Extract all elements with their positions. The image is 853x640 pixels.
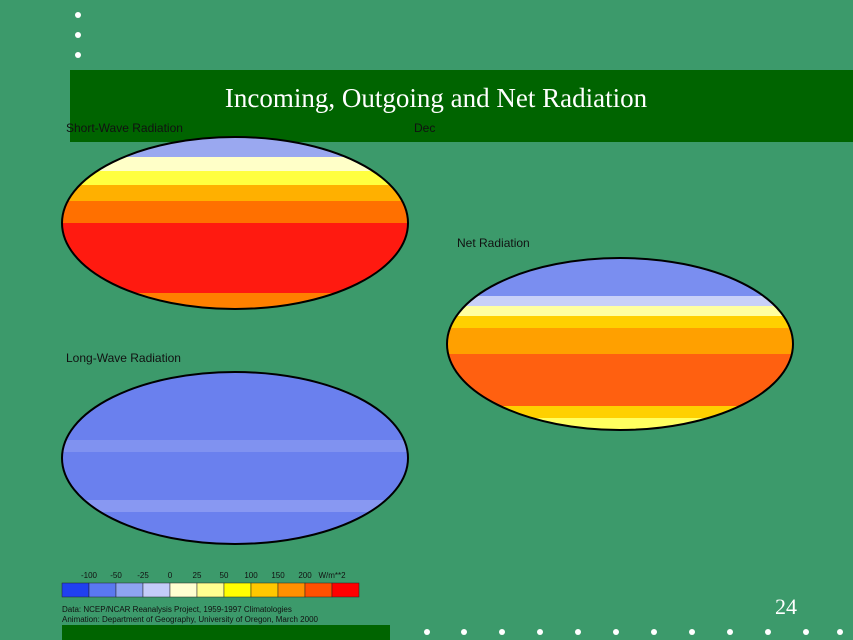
scale-label: 150 xyxy=(271,571,285,580)
scale-label: -50 xyxy=(110,571,122,580)
scale-label: 100 xyxy=(244,571,258,580)
scale-cell xyxy=(331,582,360,598)
scale-cell xyxy=(250,582,279,598)
footer-line: Animation: Department of Geography, Univ… xyxy=(62,615,319,624)
footer-line: Data: NCEP/NCAR Reanalysis Project, 1959… xyxy=(62,605,292,614)
long-wave-map xyxy=(62,372,408,544)
color-scale: -100 -50 -25 0 25 50 100 150 200 W/m**2 xyxy=(61,571,360,598)
page-number: 24 xyxy=(775,594,797,619)
map-outline xyxy=(61,371,409,545)
scale-cell xyxy=(196,582,225,598)
scale-label: 0 xyxy=(168,571,173,580)
map-label: Dec xyxy=(414,121,435,135)
bullet-dots xyxy=(424,629,843,635)
scale-cell xyxy=(88,582,117,598)
map-outline xyxy=(61,136,409,310)
scale-cell xyxy=(223,582,252,598)
footer-bar xyxy=(62,625,390,640)
map-outline xyxy=(446,257,794,431)
scale-label: 50 xyxy=(220,571,229,580)
bullet-dots xyxy=(75,12,81,58)
scale-cell xyxy=(169,582,198,598)
map-label: Short-Wave Radiation xyxy=(66,121,183,135)
scale-label: W/m**2 xyxy=(318,571,346,580)
scale-cell xyxy=(304,582,333,598)
scale-label: 25 xyxy=(193,571,202,580)
scale-label: -100 xyxy=(81,571,98,580)
scale-label: -25 xyxy=(137,571,149,580)
scale-label: 200 xyxy=(298,571,312,580)
scale-cell xyxy=(61,582,90,598)
scale-cell xyxy=(142,582,171,598)
scale-cell xyxy=(277,582,306,598)
map-label: Net Radiation xyxy=(457,236,530,250)
slide-title: Incoming, Outgoing and Net Radiation xyxy=(225,83,648,113)
scale-cell xyxy=(115,582,144,598)
map-label: Long-Wave Radiation xyxy=(66,351,181,365)
title-bar xyxy=(70,70,853,142)
